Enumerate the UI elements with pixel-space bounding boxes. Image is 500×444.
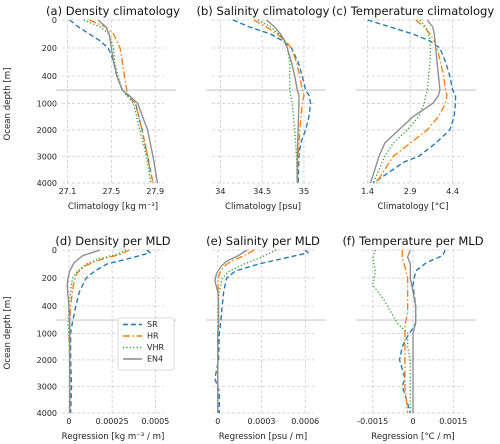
- x-tick-label: 0.00025: [96, 417, 129, 426]
- x-tick-label: 27.9: [146, 187, 164, 196]
- panel-c: (c) Temperature climatology 1.4 2.9 4.4 Clim…: [332, 4, 494, 212]
- series-line-en4: [97, 19, 159, 184]
- legend: SR HR VHR EN4: [117, 317, 175, 371]
- x-axis-label-c: Climatology [°C]: [378, 202, 449, 212]
- series-group: [372, 249, 446, 414]
- ylabel-bottom: Ocean depth [m]: [3, 296, 13, 369]
- panel-e: (e) Salinity per MLD 0 0.0003 0.0006 Regress…: [206, 234, 326, 442]
- series-line-sr: [367, 19, 457, 184]
- x-tick-label: 0.0015: [439, 417, 467, 426]
- panel-title-f: (f) Temperature per MLD: [342, 234, 483, 248]
- series-line-en4: [406, 249, 417, 413]
- x-tick-label: 1.4: [361, 187, 374, 196]
- x-tick-label: 0: [410, 417, 415, 426]
- series-group: [66, 249, 151, 414]
- panel-title-d: (d) Density per MLD: [55, 234, 170, 248]
- y-tick-label: 0: [52, 16, 57, 25]
- legend-box: [117, 317, 175, 371]
- series-line-en4: [214, 249, 248, 413]
- series-line-hr: [401, 250, 409, 414]
- series-line-en4: [369, 19, 441, 184]
- panel-title-c: (c) Temperature climatology: [332, 4, 494, 18]
- panel-f: (f) Temperature per MLD -0.0015 0 0.0015 Reg…: [342, 234, 483, 442]
- x-tick-label: 2.9: [404, 187, 417, 196]
- series-line-sr: [69, 249, 151, 414]
- x-tick-label: 27.1: [59, 187, 77, 196]
- series-line-vhr: [67, 249, 127, 413]
- series-group: [214, 249, 309, 413]
- x-axis-label-e: Regression [psu / m]: [219, 432, 308, 442]
- series-line-hr: [89, 19, 154, 184]
- y-tick-label: 4000: [37, 179, 57, 188]
- x-tick-label: 35: [299, 187, 309, 196]
- panels: (a) Density climatology 27.1 27.5 27.9 0 200 4…: [37, 4, 495, 442]
- legend-label-en4: EN4: [147, 355, 163, 364]
- series-line-hr: [217, 249, 255, 413]
- series-line-en4: [66, 249, 101, 413]
- series-line-sr: [214, 249, 309, 413]
- panel-title-e: (e) Salinity per MLD: [206, 234, 320, 248]
- y-tick-label: 400: [42, 72, 57, 81]
- series-line-hr: [375, 19, 448, 184]
- ylabel-top: Ocean depth [m]: [3, 67, 13, 140]
- x-tick-label: 0.0005: [141, 417, 169, 426]
- y-tick-label: 3000: [37, 152, 57, 161]
- panel-title-b: (b) Salinity climatology: [197, 4, 330, 18]
- series-line-vhr: [257, 19, 298, 184]
- panel-title-a: (a) Density climatology: [46, 4, 180, 18]
- y-tick-label: 2000: [37, 126, 57, 135]
- series-line-vhr: [83, 19, 152, 184]
- x-tick-label: 0: [66, 417, 71, 426]
- x-tick-label: -0.0015: [357, 417, 388, 426]
- y-tick-label: 0: [52, 246, 57, 255]
- series-group: [69, 19, 159, 184]
- y-tick-label: 1000: [37, 329, 57, 338]
- x-axis-label-b: Climatology [psu]: [225, 202, 301, 212]
- legend-label-hr: HR: [147, 332, 159, 341]
- y-tick-label: 2000: [37, 356, 57, 365]
- series-group: [367, 19, 457, 184]
- x-tick-label: 27.5: [102, 187, 120, 196]
- x-axis-label-f: Regression [°C / m]: [371, 432, 454, 442]
- y-tick-label: 3000: [37, 382, 57, 391]
- x-tick-label: 0.0006: [291, 417, 319, 426]
- series-group: [232, 19, 312, 184]
- x-tick-label: 0: [215, 417, 220, 426]
- series-line-sr: [69, 19, 154, 184]
- x-tick-label: 0.0003: [248, 417, 276, 426]
- panel-b: (b) Salinity climatology 34 34.5 35 Climatol…: [197, 4, 330, 212]
- x-tick-label: 34: [215, 187, 225, 196]
- y-tick-label: 4000: [37, 409, 57, 418]
- x-axis-label-d: Regression [kg m⁻³ / m]: [62, 432, 165, 442]
- x-tick-label: 34.5: [253, 187, 271, 196]
- y-tick-label: 400: [42, 302, 57, 311]
- panel-a: (a) Density climatology 27.1 27.5 27.9 0 200 4…: [37, 4, 180, 212]
- series-line-sr: [398, 249, 446, 414]
- y-tick-label: 200: [42, 44, 57, 53]
- series-line-vhr: [372, 19, 432, 184]
- series-line-en4: [265, 19, 300, 183]
- series-line-vhr: [217, 249, 277, 413]
- series-line-vhr: [372, 249, 411, 413]
- series-line-hr: [253, 19, 305, 184]
- series-line-sr: [232, 19, 312, 184]
- legend-label-vhr: VHR: [147, 343, 164, 352]
- legend-label-sr: SR: [147, 320, 158, 329]
- y-tick-label: 1000: [37, 99, 57, 108]
- y-tick-label: 200: [42, 274, 57, 283]
- x-tick-label: 4.4: [446, 187, 459, 196]
- x-axis-label-a: Climatology [kg m⁻³]: [68, 202, 158, 212]
